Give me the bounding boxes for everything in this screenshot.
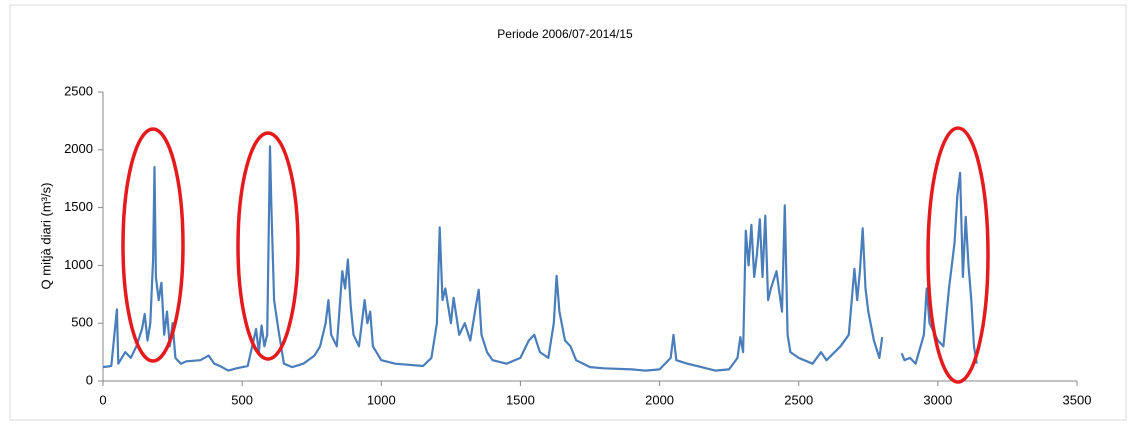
y-tick-label: 1500 [64,199,93,214]
y-tick-label: 0 [86,372,93,387]
y-tick-label: 500 [71,315,93,330]
x-tick-label: 500 [231,392,253,407]
highlight-ellipse [236,131,300,361]
chart-title: Periode 2006/07-2014/15 [497,27,633,41]
y-tick-label: 2000 [64,141,93,156]
data-line [102,145,978,372]
x-tick-label: 3500 [1063,392,1092,407]
highlight-ellipse [121,127,185,363]
chart-border [9,4,1127,421]
plot [102,145,978,372]
x-tick-label: 1500 [506,392,535,407]
x-tick-label: 0 [99,392,106,407]
x-tick-label: 2000 [645,392,674,407]
x-tick-label: 3000 [923,392,952,407]
highlight-ellipse [926,126,990,384]
x-tick-label: 2500 [784,392,813,407]
x-tick-label: 1000 [367,392,396,407]
y-tick-label: 1000 [64,257,93,272]
y-axis-label: Q mitjà diari (m³/s) [38,183,53,290]
y-tick-label: 2500 [64,83,93,98]
